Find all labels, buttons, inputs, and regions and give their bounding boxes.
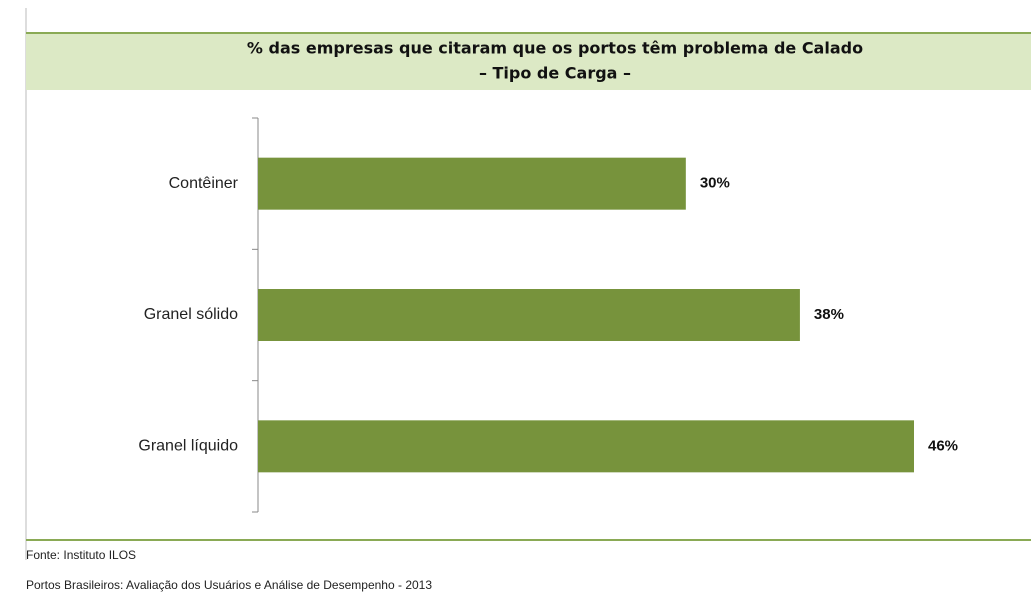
chart-title: % das empresas que citaram que os portos… xyxy=(247,39,863,58)
category-label: Contêiner xyxy=(169,175,239,192)
bar xyxy=(258,157,686,210)
bar xyxy=(258,289,800,341)
source: Fonte: Instituto ILOS xyxy=(26,548,136,562)
category-label: Granel sólido xyxy=(144,306,238,323)
category-label: Granel líquido xyxy=(138,438,238,455)
chart-subtitle: – Tipo de Carga – xyxy=(479,64,631,83)
data-label: 30% xyxy=(700,175,730,192)
data-label: 38% xyxy=(814,306,844,323)
data-label: 46% xyxy=(928,437,958,454)
bar xyxy=(258,420,914,473)
footer: Portos Brasileiros: Avaliação dos Usuári… xyxy=(26,578,432,592)
header-band xyxy=(26,33,1031,90)
